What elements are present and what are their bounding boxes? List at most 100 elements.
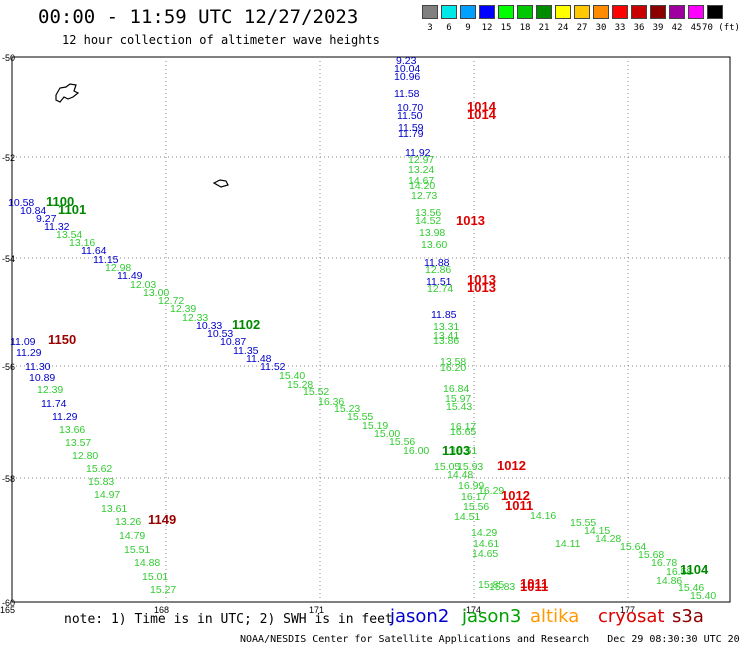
- wave-height-label: 16.17: [461, 491, 487, 503]
- wave-height-label: 12.39: [170, 303, 196, 315]
- wave-height-label: 15.56: [389, 436, 415, 448]
- wave-height-label: 14.79: [119, 530, 145, 542]
- campbell-island: [212, 179, 229, 188]
- wave-height-label: 12.03: [130, 279, 156, 291]
- wave-height-label: 15.83: [88, 476, 114, 488]
- wave-height-label: 13.56: [415, 207, 441, 219]
- wave-height-label: 14.97: [94, 489, 120, 501]
- pressure-label: 1014: [467, 99, 497, 114]
- legend-label: 15: [500, 23, 512, 33]
- legend-label: 27: [576, 23, 588, 33]
- footer-note: note: 1) Time is in UTC; 2) SWH is in fe…: [64, 612, 393, 627]
- wave-height-label: 15.56: [463, 501, 489, 513]
- wave-height-label: 13.16: [69, 237, 95, 249]
- lon-label: 177: [620, 605, 635, 615]
- legend-label: 45: [690, 23, 702, 33]
- legend-label: 30: [595, 23, 607, 33]
- lon-label: 171: [309, 605, 324, 615]
- legend-label: 12: [481, 23, 493, 33]
- wave-height-label: 10.04: [394, 63, 420, 75]
- wave-height-label: 15.55: [347, 411, 373, 423]
- wave-height-label: 14.67: [408, 175, 434, 187]
- wave-height-label: 15.64: [620, 541, 646, 553]
- legend-swatch: [536, 5, 552, 19]
- wave-height-label: 11.88: [424, 257, 450, 269]
- wave-height-label: 13.60: [421, 239, 447, 251]
- legend-label: 33: [614, 23, 626, 33]
- wave-height-label: 16.20: [440, 362, 466, 374]
- wave-height-label: 13.61: [101, 503, 127, 515]
- wave-height-label: 14.29: [471, 527, 497, 539]
- pressure-label: 1011: [520, 576, 548, 591]
- pressure-label: 1012: [501, 488, 530, 503]
- wave-height-label: 15.68: [638, 549, 664, 561]
- wave-height-label: 14.11: [555, 538, 581, 550]
- wave-height-label: 15.40: [279, 370, 305, 382]
- wave-height-label: 13.98: [419, 227, 445, 239]
- wave-height-label: 11.79: [398, 128, 424, 140]
- legend-swatch: [479, 5, 495, 19]
- wave-height-label: 10.96: [394, 71, 420, 83]
- wave-height-label: 13.86: [433, 335, 459, 347]
- wave-height-label: 11.58: [394, 88, 420, 100]
- lat-label: -52: [2, 153, 15, 163]
- wave-height-label: 16.36: [318, 396, 344, 408]
- lon-label: 168: [154, 605, 169, 615]
- wave-height-label: 14.86: [656, 575, 682, 587]
- wave-height-label: 9.27: [36, 213, 57, 225]
- legend-swatch: [707, 5, 723, 19]
- wave-height-label: 11.52: [260, 361, 286, 373]
- wave-height-label: 14.48: [447, 469, 473, 481]
- wave-height-label: 13.00: [143, 287, 169, 299]
- wave-height-label: 11.49: [117, 270, 143, 282]
- wave-height-label: 15.93: [457, 461, 483, 473]
- satellite-jason3-label: jason3: [462, 606, 522, 627]
- wave-height-label: 13.58: [440, 356, 466, 368]
- legend-swatch: [574, 5, 590, 19]
- wave-height-label: 15.62: [86, 463, 112, 475]
- auckland-islands: [55, 83, 80, 103]
- lon-label: -174: [463, 605, 481, 615]
- wave-height-label: 15.05: [434, 461, 460, 473]
- wave-height-label: 13.66: [59, 424, 85, 436]
- satellite-s3a-label: s3a: [672, 606, 704, 627]
- lat-label: -56: [2, 362, 15, 372]
- legend-label: 9: [465, 23, 471, 33]
- wave-height-label: 15.40: [690, 590, 716, 602]
- wave-height-label: 10.33: [196, 320, 222, 332]
- credit-line: NOAA/NESDIS Center for Satellite Applica…: [240, 634, 740, 645]
- wave-height-label: 14.52: [415, 215, 441, 227]
- wave-height-label: 10.87: [220, 336, 246, 348]
- wave-height-label: 16.78: [651, 557, 677, 569]
- wave-height-label: 11.51: [426, 276, 452, 288]
- pressure-label: 1102: [232, 317, 260, 332]
- wave-height-label: 11.09: [10, 336, 36, 348]
- legend-swatch: [669, 5, 685, 19]
- pressure-label: 1013: [467, 272, 496, 287]
- legend-swatch: [498, 5, 514, 19]
- wave-height-label: 10.84: [20, 205, 46, 217]
- legend-label: 3: [427, 23, 433, 33]
- wave-height-label: 16.17: [450, 421, 476, 433]
- wave-height-label: 14.15: [584, 525, 610, 537]
- pressure-label: 1101: [58, 202, 86, 217]
- legend-swatch: [422, 5, 438, 19]
- wave-height-label: 16.99: [458, 480, 484, 492]
- lat-label: -50: [2, 53, 15, 63]
- wave-height-label: 15.23: [334, 403, 360, 415]
- wave-height-label: 11.59: [398, 122, 424, 134]
- lat-label: -60: [2, 598, 15, 608]
- wave-height-label: 15.55: [570, 517, 596, 529]
- wave-height-label: 15.43: [446, 401, 472, 413]
- wave-height-label: 15.28: [287, 379, 313, 391]
- lat-label: -54: [2, 254, 15, 264]
- wave-height-label: 11.74: [41, 398, 67, 410]
- lat-label: -58: [2, 474, 15, 484]
- lon-label: 165: [0, 605, 15, 615]
- wave-height-label: 15.83: [489, 581, 515, 593]
- wave-height-label: 14.20: [409, 180, 435, 192]
- wave-height-label: 12.33: [182, 312, 208, 324]
- legend-swatch: [612, 5, 628, 19]
- wave-height-label: 11.32: [44, 221, 70, 233]
- wave-height-label: 11.64: [81, 245, 107, 257]
